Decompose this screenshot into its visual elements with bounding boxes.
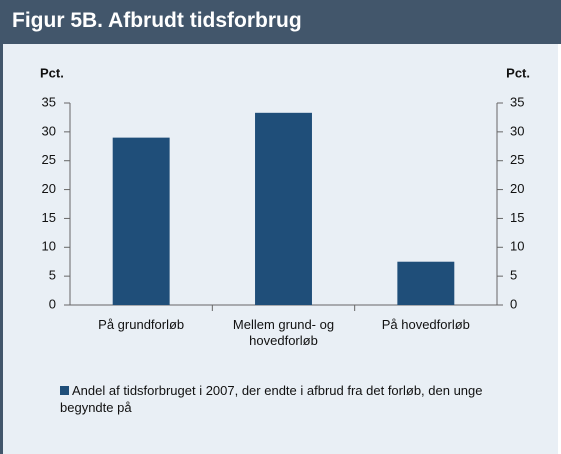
chart-title: Figur 5B. Afbrudt tidsforbrug xyxy=(12,9,302,32)
y-tick-label: 0 xyxy=(49,296,56,311)
y2-tick-label: 20 xyxy=(510,181,524,196)
y-tick-label: 25 xyxy=(42,152,56,167)
y2-tick-label: 15 xyxy=(510,210,524,225)
y2-tick-label: 5 xyxy=(510,268,517,283)
y-tick-label: 20 xyxy=(42,181,56,196)
x-tick-label: På hovedforløb xyxy=(381,317,470,332)
x-tick-label: Mellem grund- og hovedforløb xyxy=(232,317,335,348)
y-tick-label: 30 xyxy=(42,123,56,138)
y2-tick-label: 0 xyxy=(510,296,517,311)
y-tick-label: 35 xyxy=(42,94,56,109)
header: Figur 5B. Afbrudt tidsforbrug xyxy=(0,0,561,44)
y2-tick-label: 35 xyxy=(510,94,524,109)
y2-tick-label: 25 xyxy=(510,152,524,167)
bar xyxy=(255,112,312,305)
y-tick-label: 10 xyxy=(42,239,56,254)
y-tick-label: 5 xyxy=(49,268,56,283)
legend-swatch xyxy=(60,386,69,395)
y2-tick-label: 30 xyxy=(510,123,524,138)
legend: Andel af tidsforbruget i 2007, der endte… xyxy=(60,382,530,416)
x-tick-label: På grundforløb xyxy=(98,317,185,332)
bar xyxy=(397,261,455,305)
y2-tick-label: 10 xyxy=(510,239,524,254)
y-axis-label: Pct. xyxy=(40,65,64,80)
legend-label: Andel af tidsforbruget i 2007, der endte… xyxy=(60,383,483,415)
bar xyxy=(112,137,170,305)
y-tick-label: 15 xyxy=(42,210,56,225)
y2-axis-label: Pct. xyxy=(506,65,530,80)
